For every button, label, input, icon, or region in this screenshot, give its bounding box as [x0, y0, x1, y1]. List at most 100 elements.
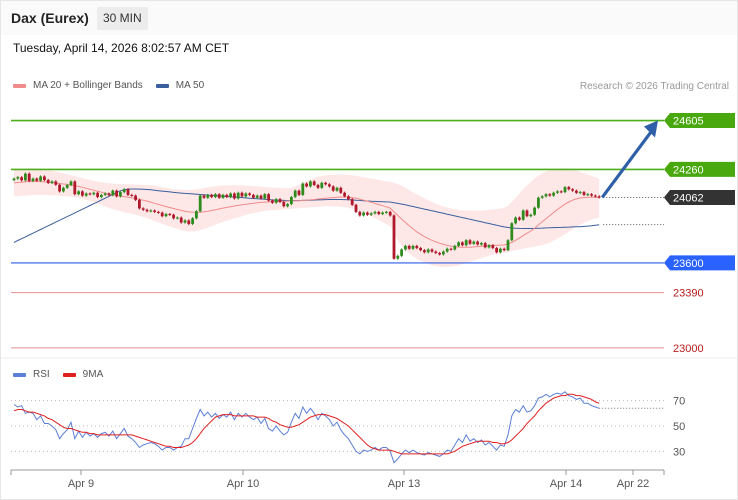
candle-body — [331, 186, 335, 191]
level-label: 23390 — [673, 288, 704, 300]
candle-body — [449, 248, 453, 250]
candle-body — [423, 250, 426, 253]
rsi-ma9-line — [13, 393, 600, 455]
candle-body — [119, 192, 122, 197]
candle-body — [309, 181, 312, 187]
candle-body — [297, 190, 301, 195]
candle-body — [476, 241, 479, 245]
candle-body — [24, 173, 27, 181]
timeframe-badge[interactable]: 30 MIN — [97, 7, 148, 30]
candle-body — [255, 195, 259, 198]
legend-swatch-rsi — [13, 372, 26, 377]
level-label: 23600 — [673, 258, 704, 270]
candle-body — [54, 181, 58, 185]
candle-body — [206, 194, 210, 198]
candle-body — [491, 245, 495, 249]
candle-body — [84, 193, 88, 196]
candle-body — [442, 251, 445, 255]
candle-body — [320, 182, 324, 188]
x-tick-label: Apr 13 — [388, 478, 420, 490]
candle-body — [191, 218, 194, 224]
candle-body — [267, 194, 270, 201]
candle-body — [559, 191, 563, 193]
candle-body — [457, 242, 460, 246]
timestamp-label: Tuesday, April 14, 2026 8:02:57 AM CET — [13, 41, 230, 55]
candle-body — [46, 180, 50, 183]
candle-body — [274, 199, 278, 203]
candle-body — [145, 209, 149, 212]
candle-body — [590, 194, 593, 196]
candle-body — [358, 211, 362, 216]
x-tick-label: Apr 14 — [550, 478, 582, 490]
legend-label-9ma: 9MA — [82, 369, 104, 380]
candle-body — [335, 187, 339, 191]
candle-body — [400, 249, 403, 256]
candle-body — [96, 192, 99, 198]
level-lines-layer — [11, 119, 664, 349]
candle-body — [282, 202, 286, 207]
candle-body — [100, 194, 103, 198]
candle-body — [472, 241, 476, 244]
legend-swatch-ma20 — [13, 83, 26, 88]
candle-body — [244, 193, 248, 197]
candle-body — [198, 195, 202, 212]
candle-body — [578, 192, 582, 194]
price-legend: MA 20 + Bollinger Bands MA 50 — [13, 80, 217, 91]
candle-body — [176, 217, 179, 219]
candle-body — [103, 193, 107, 195]
candle-body — [540, 196, 544, 198]
candle-body — [58, 184, 61, 192]
candle-body — [499, 248, 502, 253]
candle-body — [16, 177, 20, 179]
candle-body — [92, 192, 96, 195]
candle-body — [316, 185, 320, 188]
candle-body — [73, 181, 77, 195]
level-label: 23000 — [673, 343, 704, 355]
level-label-tag — [664, 161, 735, 177]
candle-body — [388, 211, 392, 216]
candle-body — [153, 210, 156, 212]
candle-body — [221, 194, 225, 198]
candle-body — [548, 194, 552, 196]
candle-body — [271, 200, 274, 203]
candle-body — [396, 255, 400, 259]
level-label: 24260 — [673, 164, 704, 176]
candle-body — [362, 212, 365, 216]
candle-body — [328, 184, 331, 187]
candle-body — [343, 192, 346, 197]
candle-body — [586, 194, 590, 196]
candle-body — [69, 181, 73, 185]
candle-body — [160, 212, 164, 217]
candle-body — [88, 193, 92, 195]
candle-body — [392, 215, 396, 259]
candle-body — [202, 195, 206, 198]
candle-body — [111, 190, 115, 196]
candle-body — [31, 178, 35, 182]
candle-body — [537, 197, 540, 208]
candle-body — [141, 208, 145, 210]
candle-body — [168, 214, 172, 216]
candle-body — [252, 194, 255, 198]
projection-layer — [600, 120, 658, 199]
bollinger-band-area — [14, 168, 600, 267]
candle-body — [430, 249, 434, 252]
candle-body — [567, 187, 571, 190]
candle-body — [210, 194, 213, 198]
candle-body — [301, 183, 305, 195]
candle-body — [248, 193, 251, 195]
candle-body — [373, 211, 377, 214]
candles-layer — [12, 172, 601, 260]
candle-body — [183, 220, 187, 223]
candle-body — [43, 176, 46, 181]
candle-body — [240, 192, 244, 197]
candle-body — [157, 211, 160, 213]
candle-body — [293, 190, 297, 198]
candle-body — [187, 220, 191, 224]
candle-body — [419, 248, 422, 251]
candle-body — [571, 189, 574, 191]
candle-body — [404, 245, 407, 250]
candle-body — [529, 214, 533, 217]
candle-body — [366, 212, 369, 215]
candle-body — [556, 191, 559, 193]
